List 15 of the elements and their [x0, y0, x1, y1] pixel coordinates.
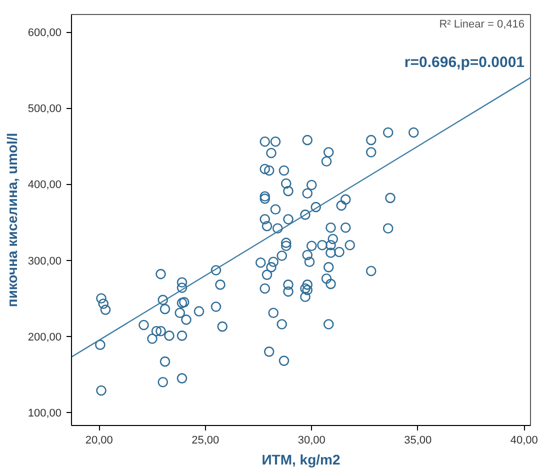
x-tick-label: 20,00: [85, 434, 113, 446]
x-tick-label: 30,00: [298, 434, 326, 446]
x-tick-label: 40,00: [510, 434, 538, 446]
annotation: r=0.696,p=0.0001: [404, 54, 525, 71]
y-tick-label: 400,00: [28, 179, 62, 192]
y-tick-label: 100,00: [28, 408, 62, 420]
y-axis-title: пикочна киселина, umol/l: [4, 132, 20, 308]
x-axis-title: ИТМ, kg/m2: [262, 452, 340, 468]
y-tick-label: 200,00: [28, 331, 62, 344]
x-tick-label: 35,00: [404, 434, 432, 446]
y-tick-label: 500,00: [28, 103, 62, 116]
annotation: R² Linear = 0,416: [439, 18, 525, 30]
y-tick-label: 600,00: [28, 27, 62, 40]
x-tick-label: 25,00: [192, 434, 220, 446]
y-tick-label: 300,00: [28, 255, 62, 268]
